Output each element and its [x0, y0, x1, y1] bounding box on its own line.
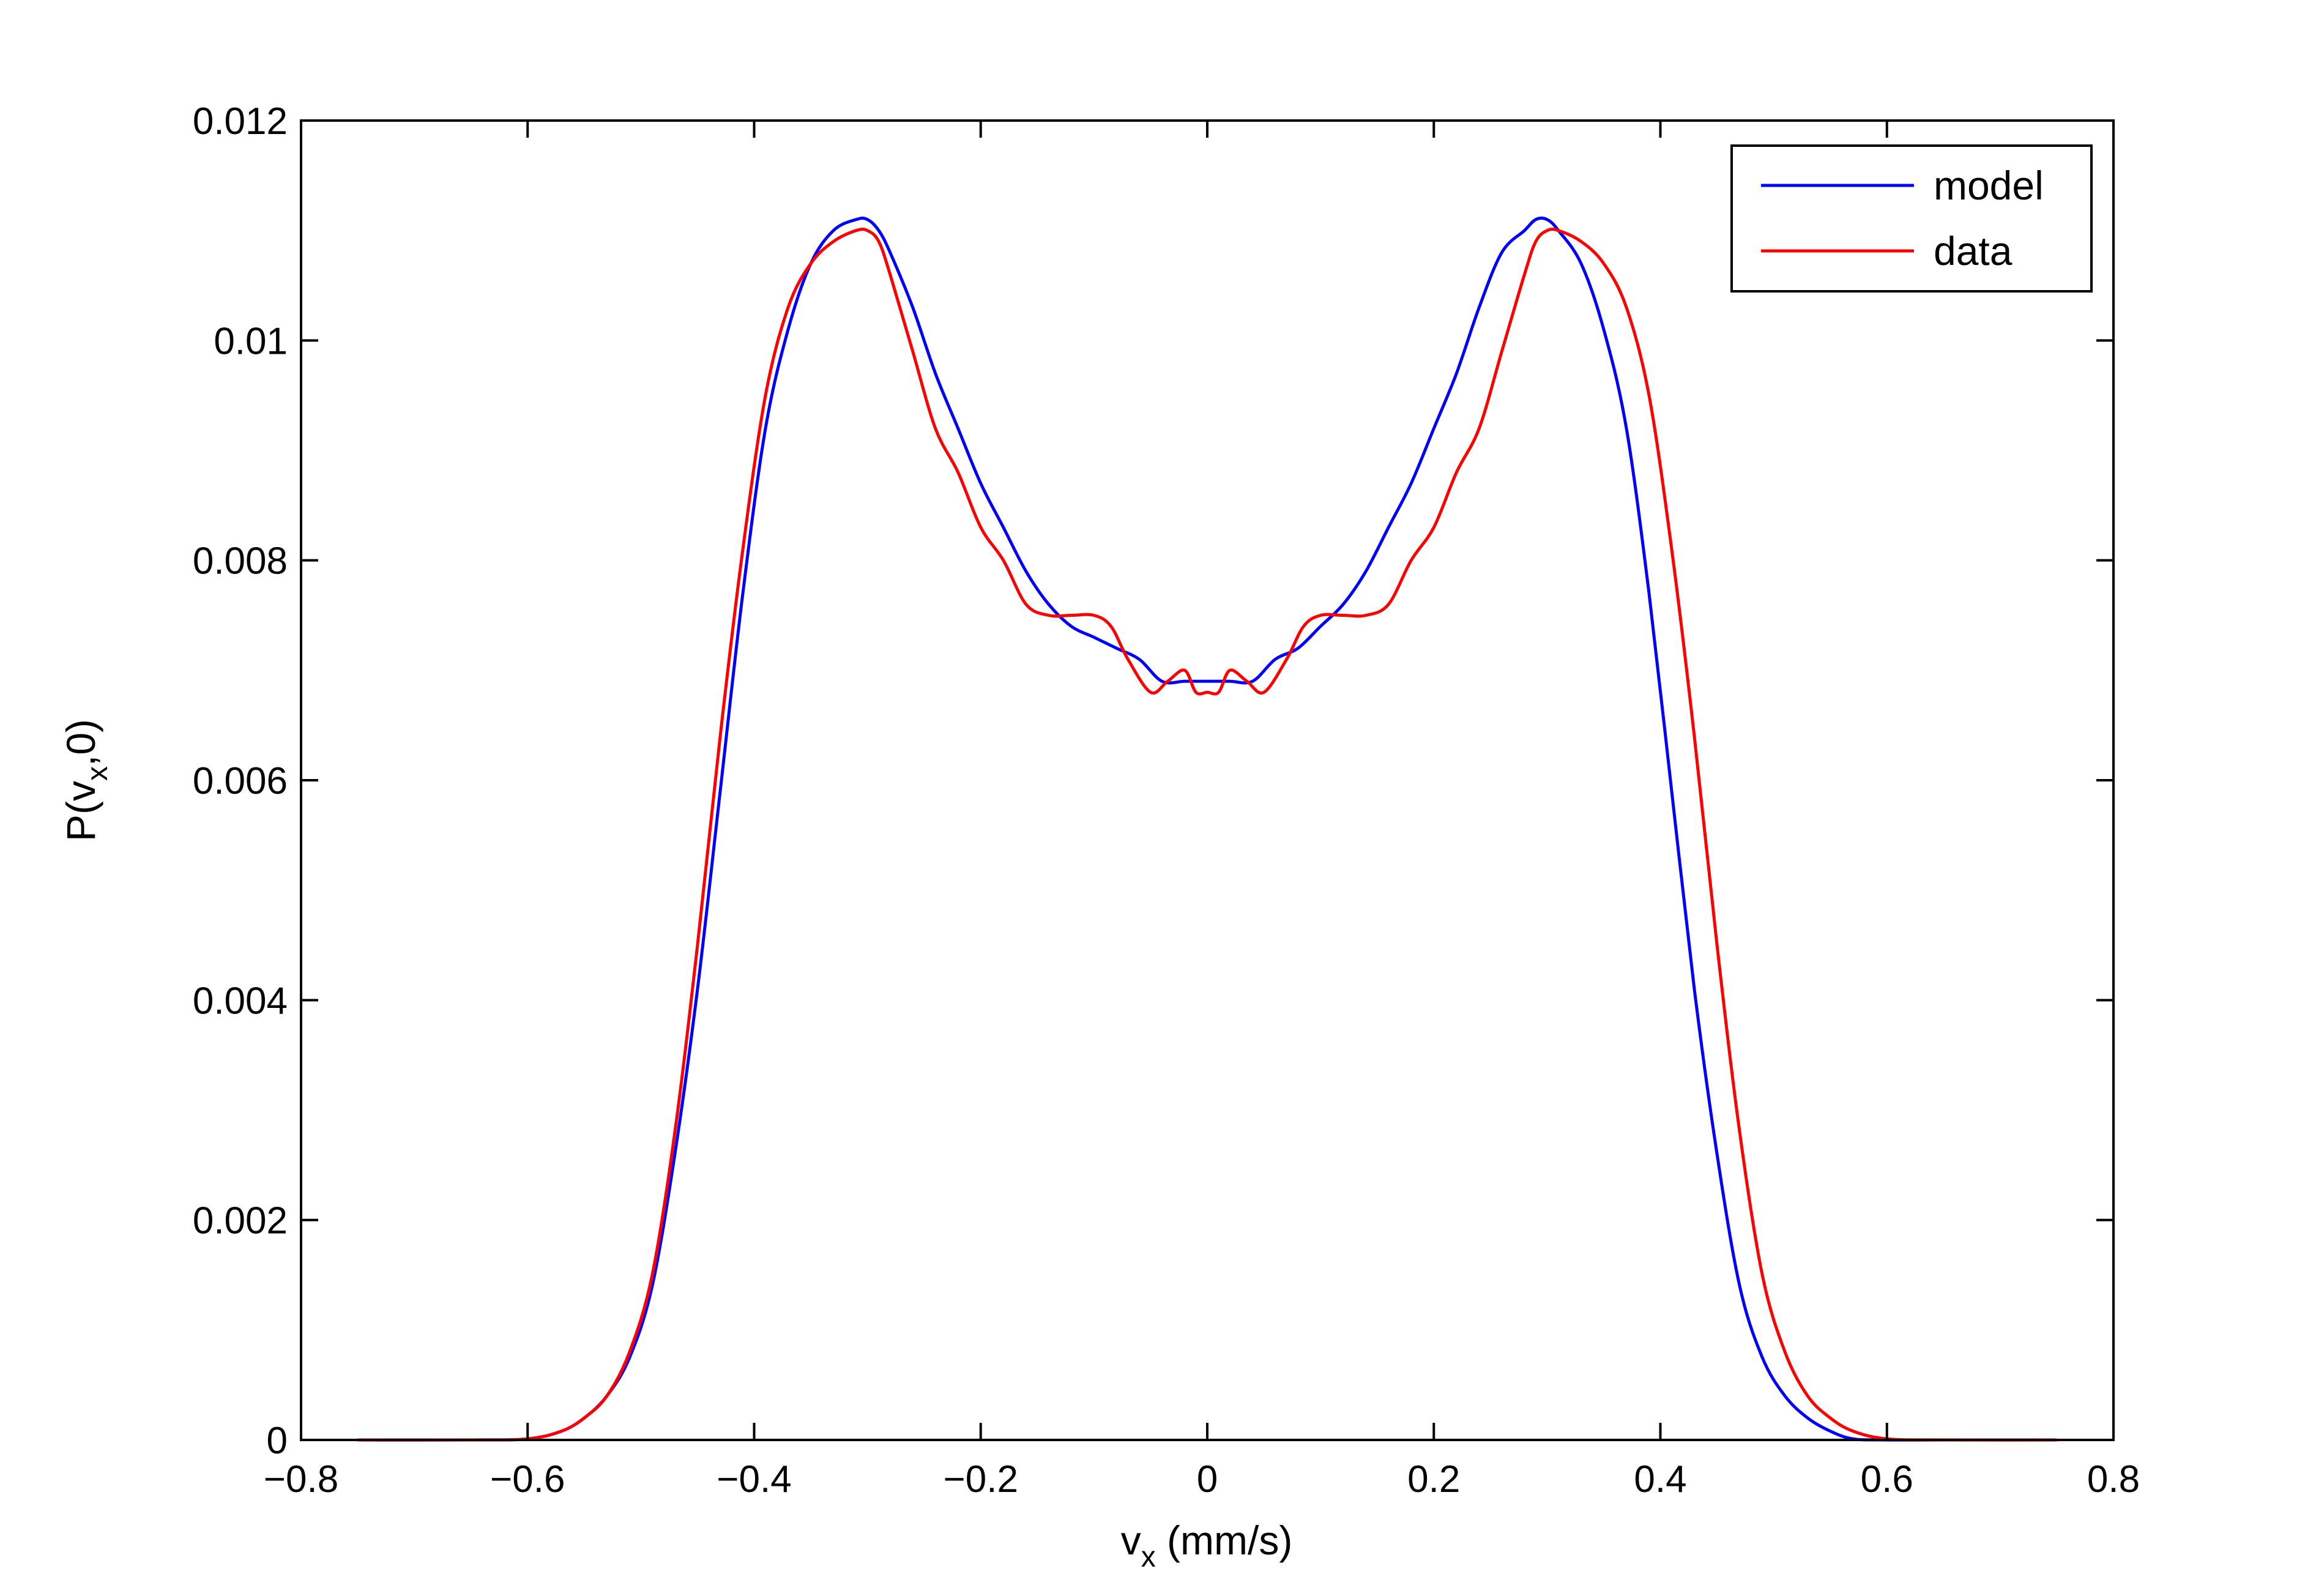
y-tick-label: 0.002 — [193, 1200, 288, 1242]
legend: model data — [1730, 144, 2093, 293]
y-tick-label: 0.008 — [193, 540, 288, 583]
y-tick-label: 0 — [267, 1420, 288, 1462]
x-tick-label: −0.2 — [944, 1458, 1018, 1501]
plot-lines — [357, 216, 2057, 1442]
x-axis-label-rest: (mm/s) — [1156, 1518, 1293, 1563]
y-tick-label: 0.006 — [193, 760, 288, 802]
y-axis-label-subscript: x — [81, 766, 114, 781]
legend-box — [1730, 144, 2093, 293]
x-tick-label: 0.4 — [1634, 1458, 1686, 1501]
series-line-model — [357, 216, 2057, 1442]
y-axis-label: P(vx,0) — [58, 719, 114, 841]
series-line-data — [357, 227, 2057, 1442]
x-tick-label: −0.8 — [264, 1458, 338, 1501]
y-tick-label: 0.004 — [193, 980, 288, 1022]
y-tick-label: 0.012 — [193, 100, 288, 143]
x-tick-label: 0.2 — [1407, 1458, 1460, 1501]
y-tick-label: 0.01 — [214, 320, 288, 362]
x-tick-label: 0 — [1197, 1458, 1218, 1501]
axis-ticks — [300, 119, 2115, 1441]
axis-tick-labels: −0.8 −0.6 −0.4 −0.2 0 0.2 0.4 0.6 0.8 0 0.002 0.004… — [193, 100, 2140, 1501]
legend-label-data: data — [1934, 228, 2013, 274]
y-axis-label-pre: P(v — [58, 781, 103, 841]
x-axis-label-subscript: x — [1141, 1541, 1156, 1573]
y-axis-label-post: ,0) — [58, 719, 103, 766]
x-axis-label: vx (mm/s) — [1121, 1518, 1293, 1573]
x-axis-label-main: v — [1121, 1518, 1141, 1563]
x-tick-label: 0.6 — [1861, 1458, 1913, 1501]
x-tick-label: −0.4 — [717, 1458, 791, 1501]
x-tick-label: 0.8 — [2087, 1458, 2140, 1501]
legend-label-model: model — [1934, 163, 2044, 208]
x-tick-label: −0.6 — [490, 1458, 565, 1501]
